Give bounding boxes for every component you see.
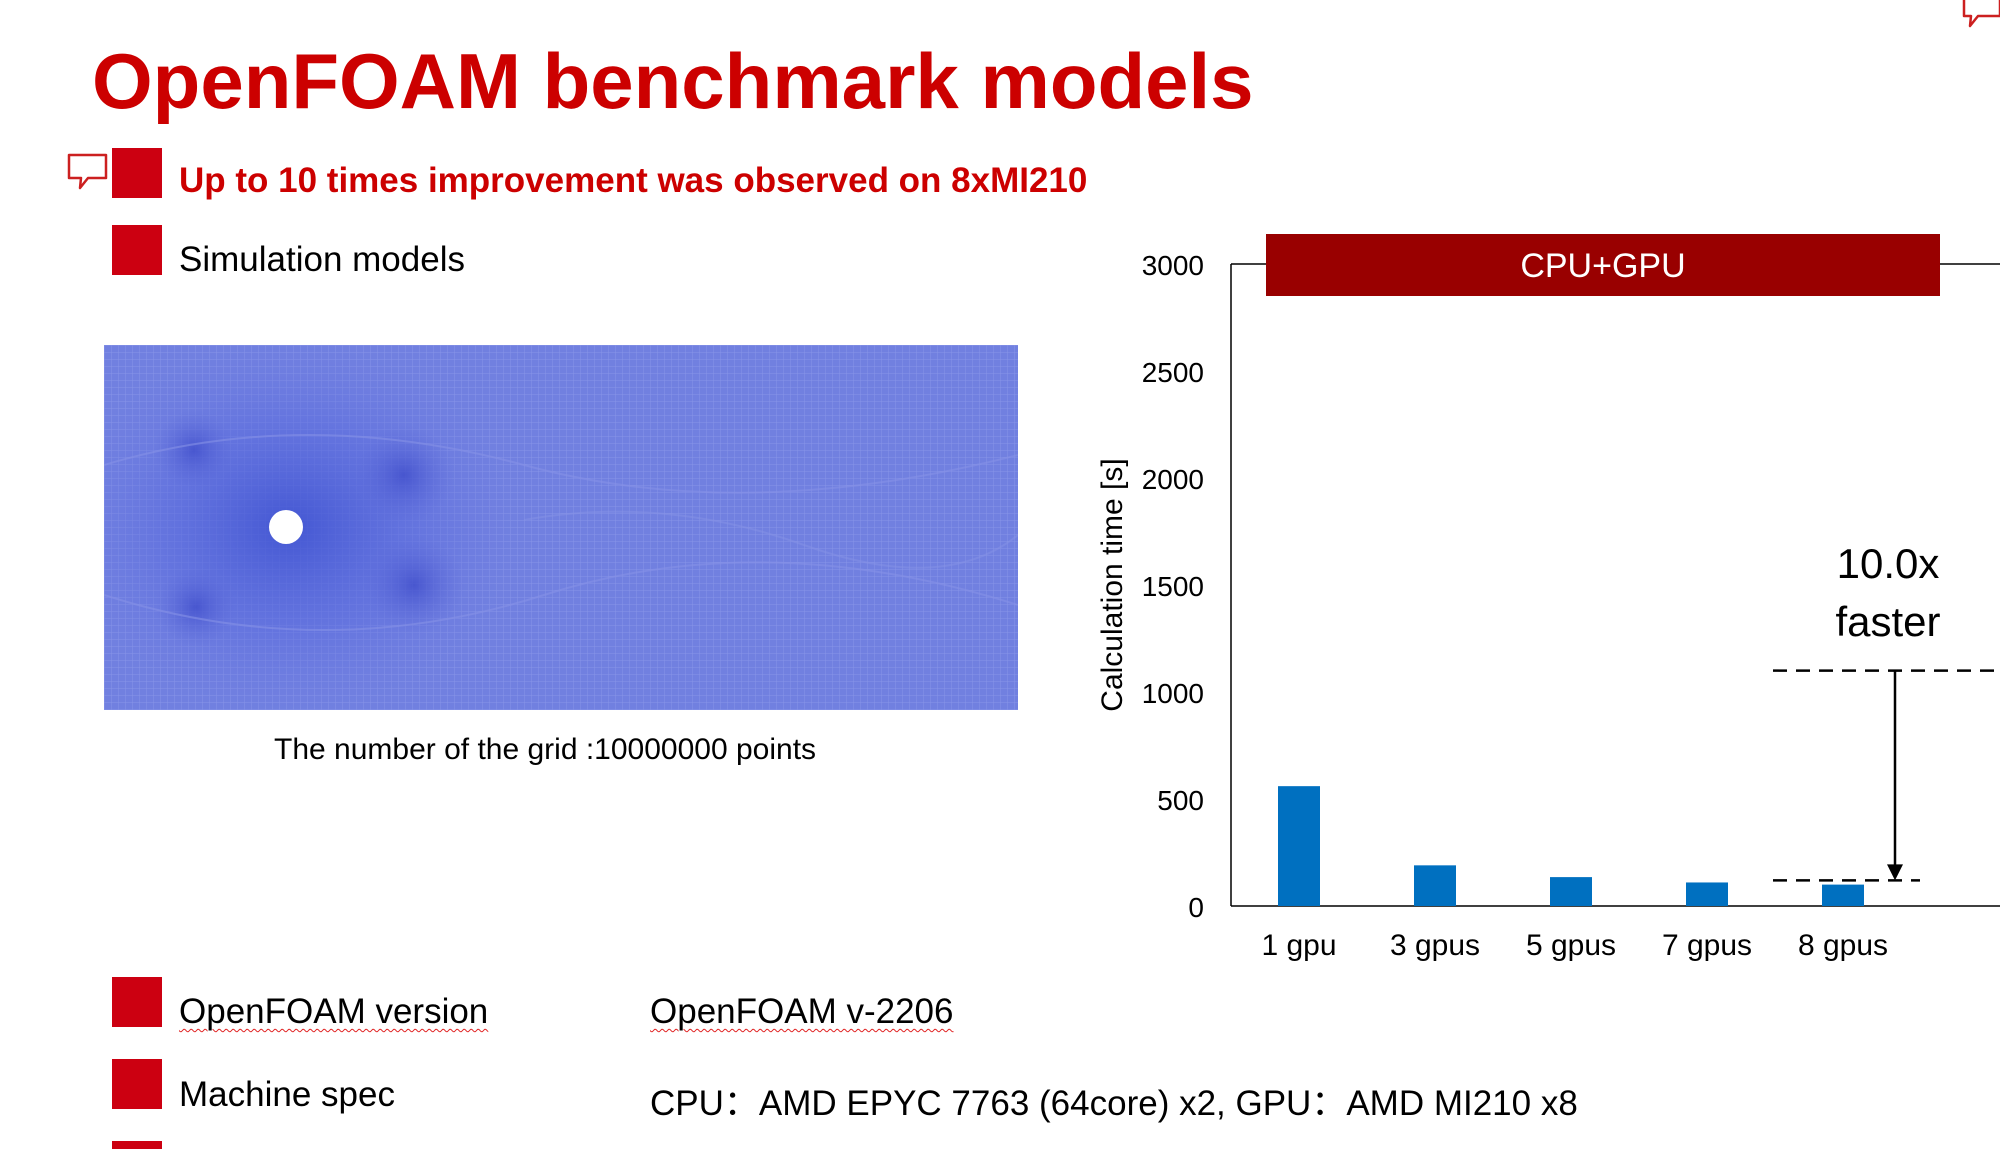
x-tick-label: 7 gpus — [1662, 929, 1752, 962]
y-tick-label: 2000 — [1142, 464, 1204, 495]
bar — [1414, 865, 1456, 906]
x-tick-label: 5 gpus — [1526, 929, 1616, 962]
simulation-models-label: Simulation models — [179, 240, 465, 279]
comment-icon[interactable] — [66, 150, 110, 194]
bullet-square — [112, 977, 162, 1027]
annotation-arrowhead — [1887, 864, 1903, 881]
y-tick-label: 1000 — [1142, 678, 1204, 709]
bar — [1550, 877, 1592, 906]
bullet-square-partial — [112, 1141, 162, 1149]
bullet-square — [112, 225, 162, 275]
y-tick-label: 0 — [1188, 892, 1204, 923]
bar — [1686, 882, 1728, 906]
bar — [1822, 884, 1864, 906]
mesh-image — [104, 345, 1018, 710]
x-tick-label: 1 gpu — [1261, 929, 1336, 962]
headline-bullet: Up to 10 times improvement was observed … — [179, 161, 1088, 200]
y-axis-label: Calculation time [s] — [1096, 458, 1129, 711]
x-tick-label: 8 gpus — [1798, 929, 1888, 962]
bullet-square — [112, 1059, 162, 1109]
comment-icon-corner[interactable] — [1960, 0, 2000, 32]
banner — [1266, 234, 1940, 296]
spec-label-version: OpenFOAM version — [179, 992, 489, 1031]
spec-value-machine: CPU：AMD EPYC 7763 (64core) x2, GPU：AMD M… — [650, 1084, 1578, 1123]
y-tick-label: 3000 — [1142, 250, 1204, 281]
slide-title: OpenFOAM benchmark models — [92, 37, 1254, 125]
spec-value-version: OpenFOAM v-2206 — [650, 992, 954, 1031]
y-tick-label: 2500 — [1142, 357, 1204, 388]
figure-caption: The number of the grid :10000000 points — [274, 733, 817, 766]
annotation-text-line2: faster — [1835, 598, 1940, 645]
banner-label: CPU+GPU — [1520, 247, 1685, 285]
y-tick-label: 1500 — [1142, 571, 1204, 602]
annotation-text-line1: 10.0x — [1837, 540, 1940, 587]
spec-label-machine: Machine spec — [179, 1075, 395, 1114]
bar — [1278, 786, 1320, 906]
y-tick-label: 500 — [1157, 785, 1204, 816]
x-tick-label: 3 gpus — [1390, 929, 1480, 962]
bullet-square — [112, 148, 162, 198]
